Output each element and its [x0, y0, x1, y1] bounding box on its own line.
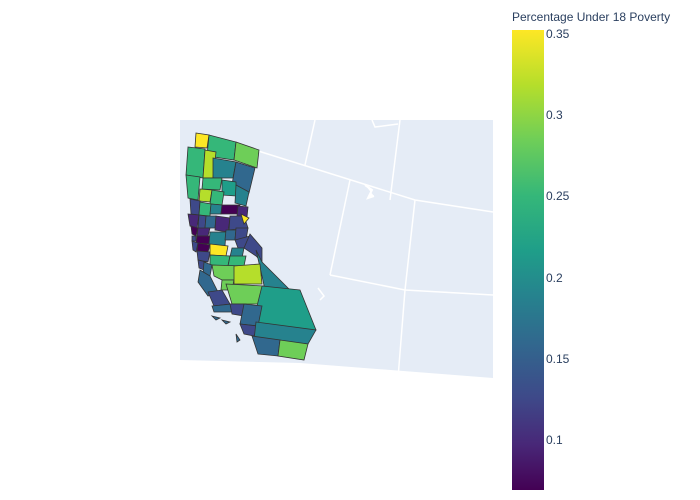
- county-sierra: [234, 184, 250, 207]
- county-colusa: [198, 201, 212, 217]
- county-amador: [224, 229, 237, 241]
- county-solano: [196, 227, 211, 237]
- basemap: [180, 119, 494, 500]
- county-butte: [209, 189, 225, 206]
- county-yolo: [204, 215, 217, 229]
- county-sf: [191, 235, 197, 242]
- county-shasta: [212, 157, 237, 179]
- colorbar-tick-0.25: 0.25: [546, 189, 570, 203]
- colorbar-gradient[interactable]: [512, 30, 544, 490]
- channel-island-3: [235, 333, 241, 343]
- county-santa-clara: [196, 250, 211, 263]
- channel-island-1: [210, 315, 222, 321]
- county-mendocino: [185, 174, 201, 201]
- county-del-norte: [194, 132, 210, 149]
- colorbar-tick-0.15: 0.15: [546, 352, 570, 366]
- county-sonoma: [187, 213, 200, 229]
- colorbar-tick-0.35: 0.35: [546, 27, 570, 41]
- county-alameda: [196, 242, 211, 253]
- county-san-mateo: [191, 240, 199, 253]
- county-madera: [227, 255, 247, 267]
- county-tehama: [201, 177, 223, 191]
- county-imperial: [277, 339, 309, 361]
- colorbar-tick-0.2: 0.2: [546, 271, 563, 285]
- county-stanislaus: [209, 243, 229, 257]
- colorbar-title: Percentage Under 18 Poverty: [512, 10, 671, 24]
- county-yuba: [209, 203, 223, 215]
- channel-island-2: [220, 319, 232, 325]
- colorbar-tick-0.3: 0.3: [546, 108, 563, 122]
- county-glenn: [198, 188, 213, 203]
- county-modoc: [233, 141, 260, 169]
- county-alpine: [240, 213, 250, 225]
- county-tulare: [233, 263, 263, 285]
- county-lake: [189, 198, 201, 216]
- county-humboldt: [185, 146, 206, 179]
- california-counties[interactable]: [185, 132, 317, 361]
- colorbar-tick-0.1: 0.1: [546, 433, 563, 447]
- county-merced: [209, 254, 231, 267]
